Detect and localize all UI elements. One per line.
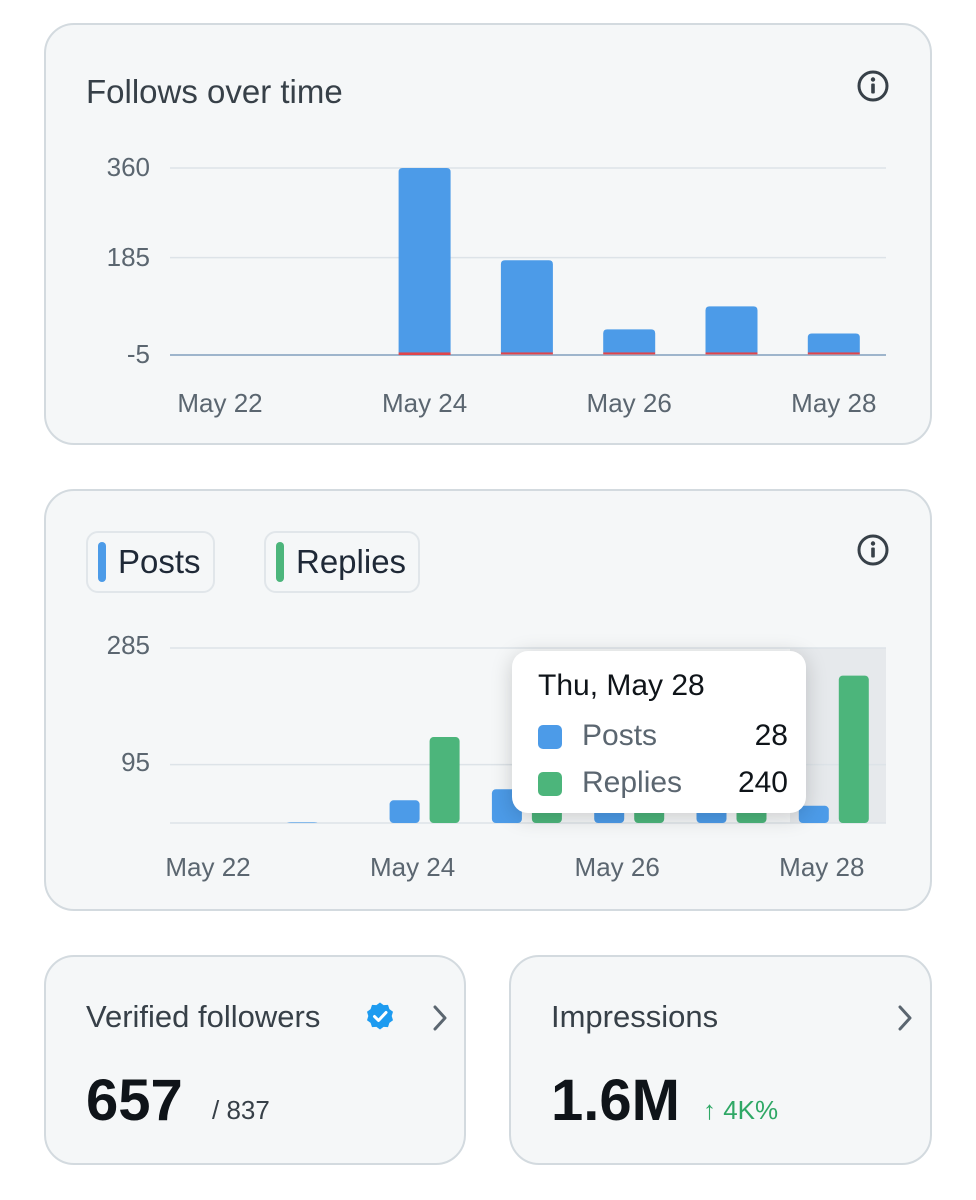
verified-badge-icon [367,1002,393,1030]
bar-follows-gained [398,168,451,353]
x-tick-label: May 24 [369,852,456,882]
bar-posts [389,800,420,823]
y-tick-label: 185 [106,241,150,272]
verified-followers-title: Verified followers [86,999,321,1034]
tooltip-row-replies: Replies 240 [538,766,788,802]
tooltip-replies-value: 240 [737,766,788,799]
bar-posts [798,805,829,823]
tooltip-posts-name: Posts [582,719,658,752]
x-tick-label: May 28 [791,388,877,418]
verified-followers-total: / 837 [212,1095,270,1125]
legend-posts-label: Posts [118,543,201,580]
chevron-right-icon[interactable] [895,1003,915,1033]
y-tick-label: -5 [126,339,150,369]
bar-posts [287,822,318,823]
chevron-right-icon[interactable] [430,1003,450,1033]
bar-follows-gained [500,260,553,353]
hover-column-highlight [790,648,886,823]
activity-chart [170,647,886,824]
legend-posts[interactable]: Posts [86,531,215,593]
follows-chart [170,167,886,356]
legend-replies[interactable]: Replies [264,531,421,593]
bar-replies [429,737,460,823]
replies-swatch [538,772,562,796]
y-tick-label: 360 [106,152,150,182]
bar-replies [838,675,869,823]
y-tick-label: 285 [106,630,150,660]
replies-swatch [276,542,284,582]
legend-replies-label: Replies [296,543,407,580]
bar-follows-gained [807,333,860,353]
bar-follows-lost [603,352,656,355]
bar-follows-gained [705,306,758,353]
x-tick-label: May 22 [177,388,263,418]
tooltip-posts-value: 28 [754,719,788,752]
impressions-card[interactable]: Impressions 1.6M ↑ 4K% [509,955,932,1165]
verified-followers-value: 657 [86,1068,183,1133]
impressions-title: Impressions [551,999,719,1034]
info-icon[interactable] [856,533,890,567]
x-tick-label: May 24 [381,388,468,418]
x-tick-label: May 26 [574,852,660,882]
y-tick-label: 95 [121,746,150,777]
posts-swatch [98,542,106,582]
bar-follows-gained [603,329,656,353]
bar-follows-lost [398,352,451,355]
x-tick-label: May 22 [165,852,251,882]
bar-follows-lost [500,352,553,355]
follows-title: Follows over time [86,73,343,110]
tooltip-replies-name: Replies [582,766,683,799]
x-tick-label: May 28 [779,852,865,882]
tooltip-date: Thu, May 28 [538,669,705,702]
verified-followers-card[interactable]: Verified followers 657 / 837 [44,955,466,1165]
x-tick-label: May 26 [586,388,672,418]
chart-tooltip: Thu, May 28 Posts 28 Replies 240 [512,651,806,813]
bar-follows-lost [807,352,860,355]
tooltip-row-posts: Posts 28 [538,719,788,755]
posts-swatch [538,725,562,749]
bar-follows-lost [705,352,758,355]
info-icon[interactable] [856,69,890,103]
follows-card: Follows over time [44,23,932,445]
impressions-value: 1.6M [551,1068,680,1133]
impressions-change: ↑ 4K% [703,1095,779,1125]
